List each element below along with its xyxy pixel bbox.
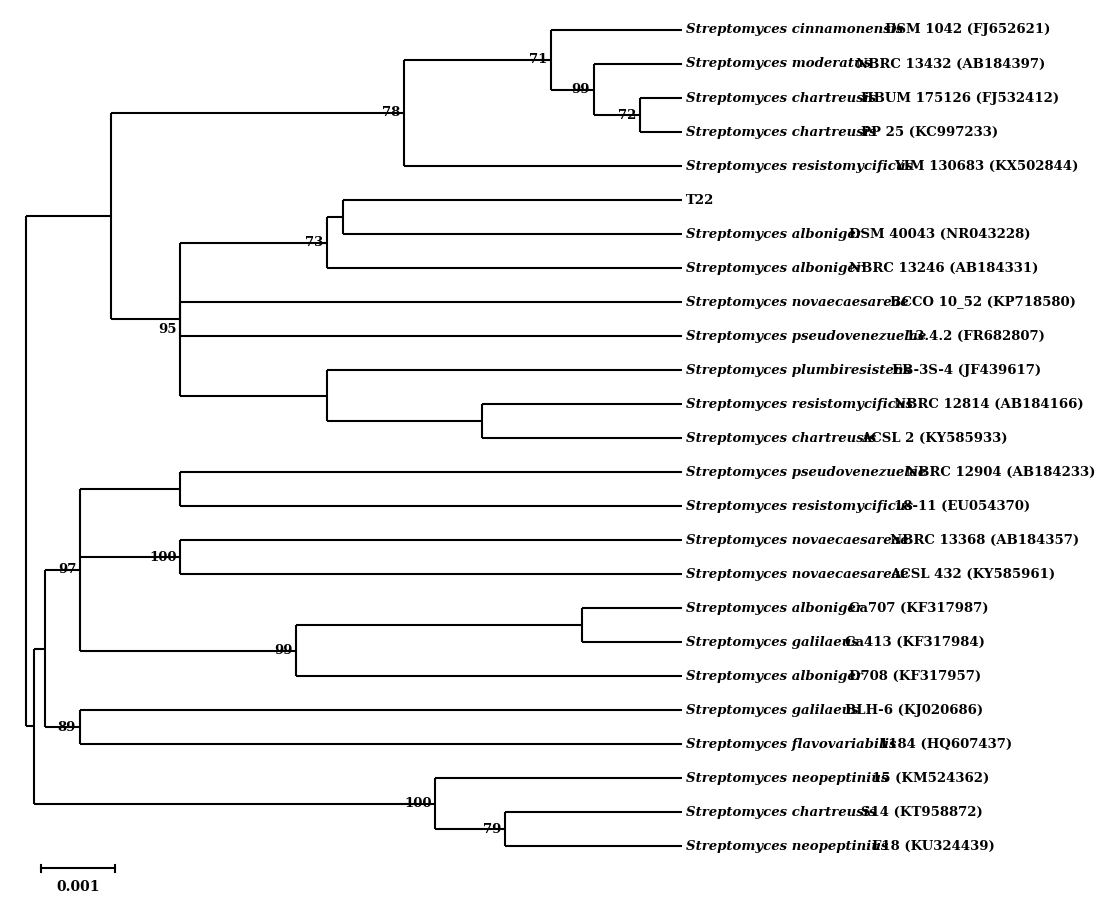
Text: Streptomyces chartreusis: Streptomyces chartreusis <box>687 431 881 445</box>
Text: HBUM 175126 (FJ532412): HBUM 175126 (FJ532412) <box>860 91 1058 105</box>
Text: 18-11 (EU054370): 18-11 (EU054370) <box>894 500 1030 512</box>
Text: Streptomyces chartreusis: Streptomyces chartreusis <box>687 91 881 105</box>
Text: Streptomyces resistomycificus: Streptomyces resistomycificus <box>687 397 918 411</box>
Text: 0.001: 0.001 <box>57 880 100 894</box>
Text: Streptomyces plumbiresistens: Streptomyces plumbiresistens <box>687 363 916 377</box>
Text: BCCO 10_52 (KP718580): BCCO 10_52 (KP718580) <box>889 295 1075 309</box>
Text: 100: 100 <box>404 797 432 810</box>
Text: Streptomyces novaecaesareae: Streptomyces novaecaesareae <box>687 534 914 546</box>
Text: YIM 130683 (KX502844): YIM 130683 (KX502844) <box>894 160 1078 172</box>
Text: NBRC 13368 (AB184357): NBRC 13368 (AB184357) <box>889 534 1078 546</box>
Text: Streptomyces alboniger: Streptomyces alboniger <box>687 602 868 614</box>
Text: ACSL 2 (KY585933): ACSL 2 (KY585933) <box>860 431 1007 445</box>
Text: 71: 71 <box>529 53 548 66</box>
Text: Streptomyces moderatus: Streptomyces moderatus <box>687 57 876 71</box>
Text: 13.4.2 (FR682807): 13.4.2 (FR682807) <box>906 329 1044 343</box>
Text: Streptomyces galilaeus: Streptomyces galilaeus <box>687 703 864 717</box>
Text: S14 (KT958872): S14 (KT958872) <box>860 806 983 819</box>
Text: PP 25 (KC997233): PP 25 (KC997233) <box>860 126 998 138</box>
Text: Streptomyces galilaeus: Streptomyces galilaeus <box>687 636 864 649</box>
Text: Streptomyces alboniger: Streptomyces alboniger <box>687 670 868 683</box>
Text: Streptomyces chartreusis: Streptomyces chartreusis <box>687 806 881 819</box>
Text: Streptomyces cinnamonensis: Streptomyces cinnamonensis <box>687 23 908 37</box>
Text: 79: 79 <box>483 823 501 836</box>
Text: Streptomyces alboniger: Streptomyces alboniger <box>687 262 868 274</box>
Text: 1184 (HQ607437): 1184 (HQ607437) <box>879 737 1012 751</box>
Text: Streptomyces chartreusis: Streptomyces chartreusis <box>687 126 881 138</box>
Text: BLH-6 (KJ020686): BLH-6 (KJ020686) <box>845 703 983 717</box>
Text: DSM 40043 (NR043228): DSM 40043 (NR043228) <box>849 228 1031 240</box>
Text: DSM 1042 (FJ652621): DSM 1042 (FJ652621) <box>885 23 1051 37</box>
Text: 99: 99 <box>274 644 293 658</box>
Text: 97: 97 <box>58 563 76 577</box>
Text: D708 (KF317957): D708 (KF317957) <box>849 670 981 683</box>
Text: 95: 95 <box>158 323 177 335</box>
Text: 73: 73 <box>305 236 323 249</box>
Text: NBRC 13432 (AB184397): NBRC 13432 (AB184397) <box>856 57 1045 71</box>
Text: Ca707 (KF317987): Ca707 (KF317987) <box>849 602 988 614</box>
Text: Streptomyces resistomycificus: Streptomyces resistomycificus <box>687 500 918 512</box>
Text: T22: T22 <box>687 194 715 206</box>
Text: Ca413 (KF317984): Ca413 (KF317984) <box>845 636 985 649</box>
Text: NBRC 12904 (AB184233): NBRC 12904 (AB184233) <box>906 466 1095 479</box>
Text: 72: 72 <box>618 109 637 121</box>
Text: Streptomyces novaecaesareae: Streptomyces novaecaesareae <box>687 568 914 580</box>
Text: EB-3S-4 (JF439617): EB-3S-4 (JF439617) <box>892 363 1041 377</box>
Text: 15 (KM524362): 15 (KM524362) <box>871 771 989 785</box>
Text: Streptomyces pseudovenezuelae: Streptomyces pseudovenezuelae <box>687 466 932 479</box>
Text: Streptomyces neopeptinius: Streptomyces neopeptinius <box>687 840 894 853</box>
Text: Streptomyces alboniger: Streptomyces alboniger <box>687 228 868 240</box>
Text: 89: 89 <box>58 720 76 734</box>
Text: 78: 78 <box>382 107 401 119</box>
Text: Streptomyces novaecaesareae: Streptomyces novaecaesareae <box>687 295 914 309</box>
Text: 99: 99 <box>571 83 590 96</box>
Text: Streptomyces resistomycificus: Streptomyces resistomycificus <box>687 160 918 172</box>
Text: F18 (KU324439): F18 (KU324439) <box>871 840 994 853</box>
Text: ACSL 432 (KY585961): ACSL 432 (KY585961) <box>889 568 1055 580</box>
Text: Streptomyces neopeptinius: Streptomyces neopeptinius <box>687 771 894 785</box>
Text: NBRC 13246 (AB184331): NBRC 13246 (AB184331) <box>849 262 1038 274</box>
Text: Streptomyces flavovariabilis: Streptomyces flavovariabilis <box>687 737 902 751</box>
Text: NBRC 12814 (AB184166): NBRC 12814 (AB184166) <box>894 397 1083 411</box>
Text: Streptomyces pseudovenezuelae: Streptomyces pseudovenezuelae <box>687 329 932 343</box>
Text: 100: 100 <box>149 551 177 563</box>
